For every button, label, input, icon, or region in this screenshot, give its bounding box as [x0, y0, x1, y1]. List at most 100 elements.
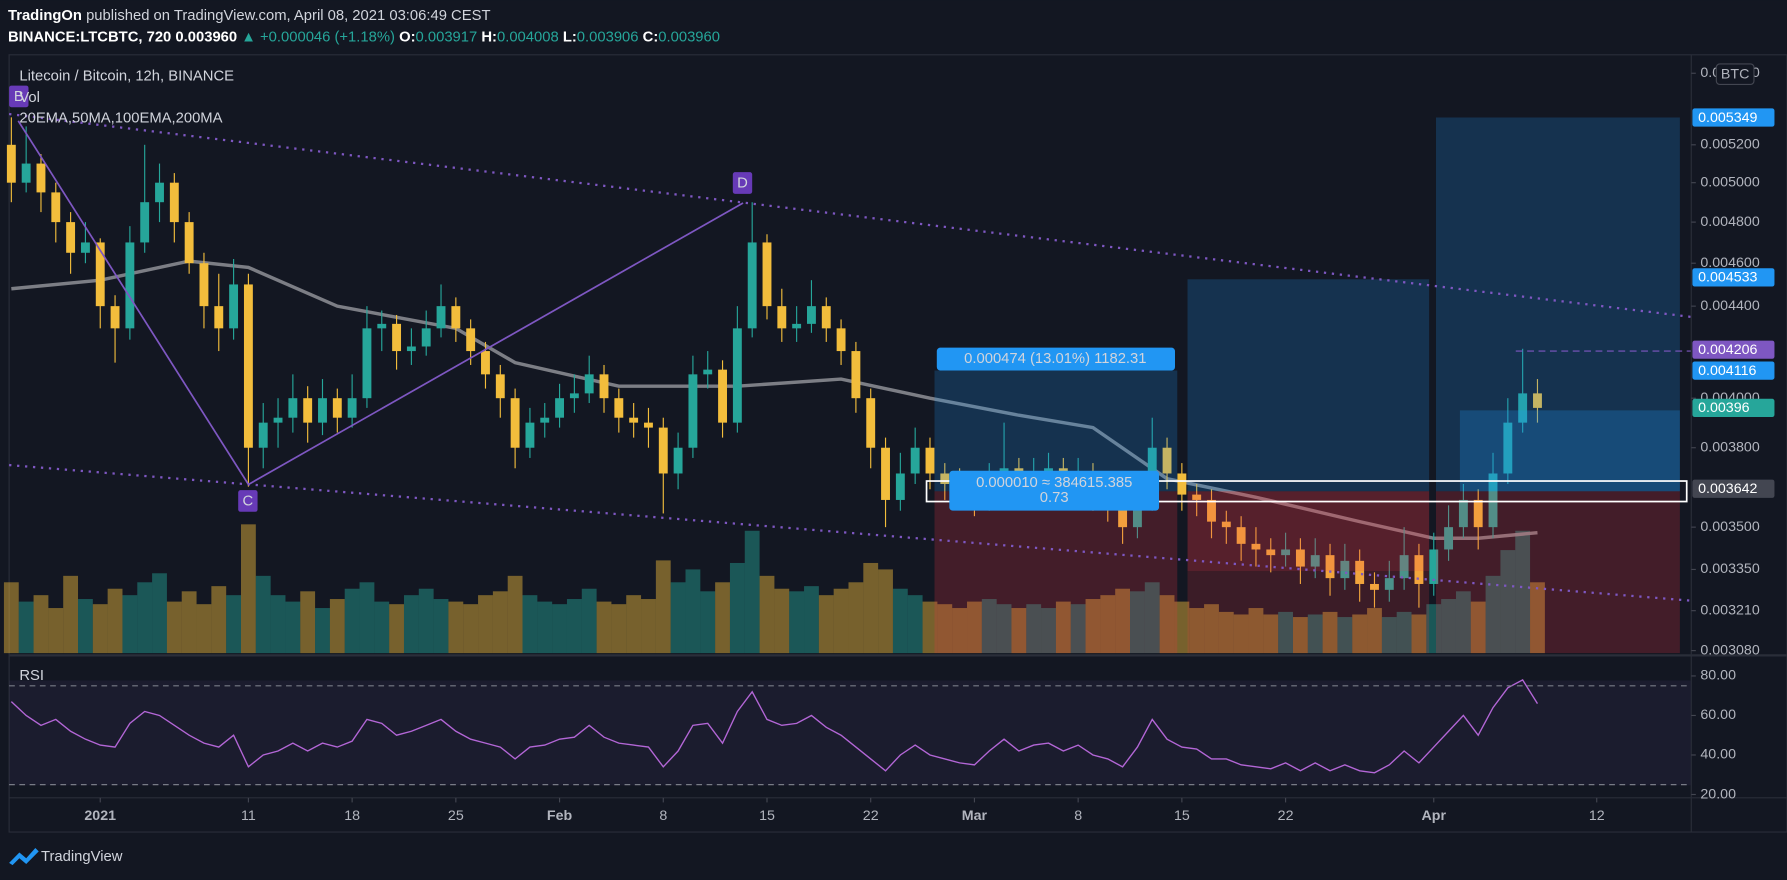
- volume-bar: [611, 604, 627, 654]
- candle-body: [214, 306, 224, 329]
- y-tick-label: 0.005000: [1700, 174, 1759, 190]
- volume-bar: [804, 586, 819, 654]
- candle-body: [184, 222, 194, 264]
- logo-mark: [9, 848, 39, 866]
- volume-bar: [1115, 588, 1131, 654]
- range-box: [925, 480, 1688, 503]
- volume-bar: [922, 601, 938, 654]
- volume-bar: [1292, 617, 1308, 654]
- volume-bar: [1530, 582, 1545, 654]
- x-tick-label: 15: [1174, 808, 1190, 824]
- volume-bar: [270, 595, 286, 654]
- volume-bar: [329, 599, 345, 654]
- candle-body: [21, 163, 31, 183]
- candle-body: [599, 374, 609, 399]
- volume-bar: [1278, 611, 1293, 654]
- volume-bar: [967, 601, 982, 654]
- candle-body: [1429, 549, 1439, 584]
- c-label: C:: [643, 30, 659, 46]
- volume-bar: [1381, 617, 1397, 654]
- y-tick-label: 0.004400: [1700, 298, 1759, 314]
- price-tag-label: 0.003642: [1698, 481, 1757, 497]
- candle-body: [273, 417, 283, 423]
- measure-label: 0.000010 ≈ 384615.385: [976, 475, 1132, 491]
- volume-bar: [1411, 614, 1427, 654]
- currency-badge: [1715, 63, 1755, 85]
- candle-body: [540, 417, 550, 423]
- y-tick-label: 0.004600: [1700, 255, 1759, 271]
- volume-bar: [715, 582, 730, 654]
- x-tick-label: 18: [344, 808, 360, 824]
- y-tick-label: 0.005200: [1700, 137, 1759, 153]
- y-tick-label: 0.003210: [1700, 602, 1759, 618]
- target-zone-inner: [1459, 410, 1680, 492]
- candle-body: [1251, 543, 1261, 550]
- candle-body: [229, 284, 239, 329]
- volume-bar: [137, 582, 153, 654]
- candle-body: [406, 346, 416, 352]
- volume-bar: [655, 560, 671, 654]
- candle-body: [6, 144, 16, 183]
- candle-body: [1132, 499, 1142, 528]
- candle-body: [821, 306, 831, 329]
- candle-body: [1518, 393, 1528, 423]
- candle-body: [1266, 549, 1276, 556]
- volume-bar: [774, 588, 790, 654]
- currency: BTC: [1721, 67, 1749, 83]
- volume-bar: [1426, 604, 1442, 654]
- price-tag-label: 0.004116: [1698, 363, 1756, 379]
- candle-body: [510, 398, 520, 448]
- candle-body: [36, 163, 46, 193]
- symbol-bar: BINANCE:LTCBTC, 720 0.003960 ▲ +0.000046…: [8, 30, 720, 46]
- candle-body: [347, 398, 357, 418]
- volume-bar: [818, 595, 834, 654]
- candle-body: [1281, 549, 1291, 556]
- rsi-tick-label: 80.00: [1700, 668, 1736, 684]
- volume-bar: [448, 601, 464, 654]
- candle-body: [362, 328, 372, 399]
- volume-bar: [537, 601, 553, 654]
- y-tick-label: 0.004800: [1700, 214, 1759, 230]
- volume-bar: [670, 582, 686, 654]
- candle-body: [629, 417, 639, 423]
- volume-bar: [1085, 599, 1101, 654]
- x-tick-label: Mar: [962, 808, 988, 824]
- candle-body: [288, 398, 298, 418]
- candle-body: [1236, 527, 1246, 544]
- candle-body: [303, 398, 313, 423]
- volume-bar: [374, 601, 390, 654]
- volume-bar: [63, 575, 79, 654]
- x-tick-label: 22: [863, 808, 879, 824]
- target-zone: [1435, 117, 1680, 492]
- candle-body: [1503, 422, 1513, 474]
- volume-bar: [937, 604, 953, 654]
- y-tick-label: 0.003350: [1700, 561, 1759, 577]
- volume-bar: [907, 595, 923, 654]
- legend-entry: Vol: [19, 90, 40, 106]
- candle-body: [1444, 527, 1454, 550]
- candle-body: [318, 398, 327, 423]
- volume-bar: [892, 588, 908, 654]
- candle-body: [1384, 578, 1394, 590]
- price-tag-label: 0.005349: [1698, 110, 1757, 126]
- candle-body: [155, 182, 164, 203]
- volume-bar: [211, 586, 227, 654]
- candle-body: [688, 374, 698, 448]
- candle-body: [777, 306, 787, 329]
- volume-bar: [552, 604, 567, 654]
- rsi-tick-label: 40.00: [1700, 747, 1736, 763]
- volume-bar: [285, 601, 301, 654]
- measure-label: 0.73: [1040, 490, 1069, 506]
- volume-bar: [1515, 530, 1531, 654]
- volume-bar: [1455, 591, 1471, 654]
- volume-bar: [18, 601, 34, 654]
- symbol: BINANCE:LTCBTC, 720: [8, 30, 171, 46]
- o-label: O:: [399, 30, 415, 46]
- volume-bar: [1441, 599, 1456, 654]
- candle-body: [95, 242, 105, 307]
- ma-layer: [10, 259, 1539, 774]
- volume-bar: [878, 569, 893, 654]
- candle-body: [718, 369, 727, 423]
- candle-body: [732, 328, 742, 423]
